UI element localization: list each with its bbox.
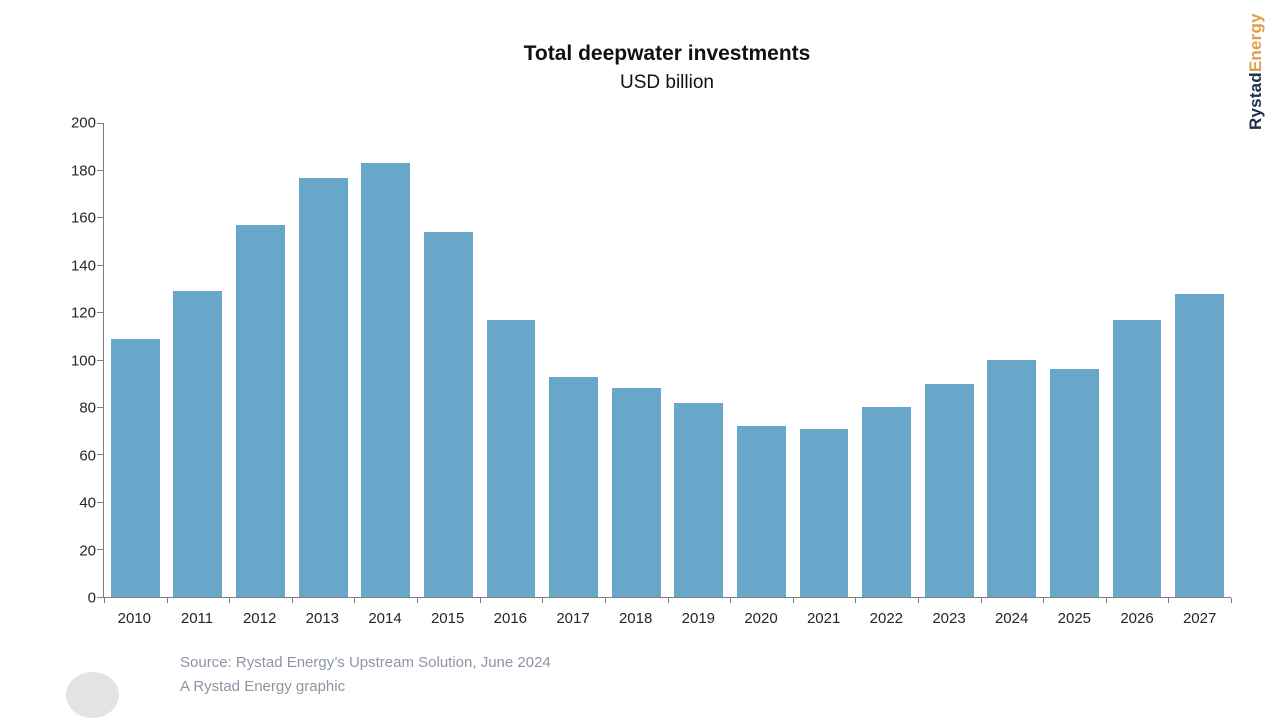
y-tick-mark-0 — [97, 596, 103, 598]
y-tick-label-100: 100 — [70, 352, 96, 369]
x-tick-label-2019: 2019 — [681, 610, 716, 627]
x-tick-mark-13 — [917, 598, 919, 603]
bar-2012 — [236, 224, 285, 597]
x-tick-label-2024: 2024 — [994, 610, 1029, 627]
y-tick-mark-180 — [97, 169, 103, 171]
y-axis-labels: 0 20 40 60 80 100 120 140 160 180 200 — [38, 116, 96, 606]
x-tick-mark-4 — [354, 598, 356, 603]
bar-2018 — [611, 388, 661, 597]
logo-part-rystad: Rystad — [1246, 72, 1265, 130]
source-line-1: Source: Rystad Energy’s Upstream Solutio… — [180, 654, 551, 671]
y-tick-label-0: 0 — [87, 589, 96, 607]
y-tick-mark-140 — [97, 264, 103, 266]
x-tick-mark-18 — [1231, 598, 1232, 603]
decorative-ellipse — [66, 672, 119, 718]
x-tick-mark-16 — [1105, 598, 1107, 603]
x-tick-mark-6 — [479, 598, 481, 603]
x-tick-label-2027: 2027 — [1182, 610, 1217, 627]
y-tick-label-80: 80 — [79, 399, 96, 417]
x-axis-labels: 2010 2011 2012 2013 2014 2015 2016 2017 2018 2019… — [103, 611, 1231, 633]
bar-2024 — [987, 360, 1037, 597]
y-tick-label-20: 20 — [79, 542, 96, 559]
y-tick-mark-20 — [97, 549, 103, 551]
x-tick-label-2010: 2010 — [117, 610, 152, 627]
x-tick-label-2025: 2025 — [1057, 610, 1092, 627]
x-tick-label-2018: 2018 — [618, 610, 653, 627]
x-tick-label-2021: 2021 — [806, 610, 841, 627]
bar-2015 — [423, 232, 473, 597]
x-tick-label-2015: 2015 — [430, 610, 465, 627]
x-tick-label-2020: 2020 — [744, 610, 778, 627]
x-tick-mark-3 — [291, 598, 293, 603]
y-tick-label-160: 160 — [70, 209, 96, 227]
bar-2013 — [298, 177, 348, 597]
x-tick-mark-15 — [1043, 598, 1045, 603]
y-tick-label-180: 180 — [70, 162, 96, 179]
x-tick-mark-2 — [229, 598, 231, 603]
x-tick-mark-7 — [542, 598, 544, 603]
bar-2016 — [486, 319, 536, 597]
y-tick-label-140: 140 — [70, 257, 96, 274]
bar-2019 — [674, 402, 724, 597]
x-tick-label-2012: 2012 — [242, 610, 277, 627]
bar-2021 — [799, 428, 849, 597]
bar-2020 — [736, 426, 786, 597]
y-tick-mark-40 — [97, 501, 103, 503]
source-note: Source: Rystad Energy’s Upstream Solutio… — [180, 651, 780, 699]
y-tick-mark-160 — [97, 217, 103, 219]
x-tick-label-2026: 2026 — [1120, 610, 1154, 627]
y-tick-mark-120 — [97, 312, 103, 314]
y-tick-mark-60 — [97, 454, 103, 456]
x-tick-mark-10 — [730, 598, 732, 603]
y-tick-label-200: 200 — [70, 114, 96, 132]
chart-subtitle: USD billion — [620, 72, 714, 93]
bar-2014 — [361, 163, 411, 597]
x-tick-mark-14 — [980, 598, 982, 603]
bar-2010 — [110, 338, 160, 597]
x-tick-label-2016: 2016 — [493, 610, 528, 627]
logo-part-energy: Energy — [1246, 13, 1265, 73]
bar-2027 — [1175, 293, 1225, 597]
y-tick-mark-200 — [97, 122, 103, 124]
y-tick-label-60: 60 — [79, 447, 96, 464]
bar-2025 — [1050, 369, 1099, 597]
bar-2026 — [1112, 319, 1162, 597]
y-tick-label-120: 120 — [70, 304, 96, 322]
y-tick-label-40: 40 — [79, 494, 96, 512]
bar-2011 — [173, 291, 223, 597]
x-tick-label-2013: 2013 — [305, 610, 340, 627]
bar-2022 — [862, 407, 912, 597]
x-tick-label-2014: 2014 — [368, 610, 402, 627]
x-tick-mark-8 — [604, 598, 606, 603]
x-tick-mark-5 — [417, 598, 419, 603]
bar-2017 — [549, 376, 598, 597]
x-tick-mark-1 — [166, 598, 168, 603]
chart-title: Total deepwater investments — [523, 42, 811, 65]
x-tick-mark-11 — [792, 598, 794, 603]
y-tick-mark-100 — [97, 359, 103, 361]
x-tick-label-2017: 2017 — [556, 610, 590, 627]
x-tick-mark-9 — [667, 598, 669, 603]
x-tick-label-2022: 2022 — [869, 610, 904, 627]
source-line-2: A Rystad Energy graphic — [180, 678, 346, 695]
x-tick-mark-17 — [1168, 598, 1170, 603]
x-tick-mark-0 — [104, 598, 105, 603]
x-tick-mark-12 — [855, 598, 857, 603]
bar-2023 — [924, 383, 974, 597]
rystad-energy-logo: RystadEnergy — [1246, 13, 1276, 130]
x-tick-label-2011: 2011 — [180, 610, 214, 627]
x-tick-label-2023: 2023 — [932, 610, 966, 627]
plot-area: - — [97, 122, 1232, 603]
y-tick-mark-80 — [97, 406, 103, 408]
